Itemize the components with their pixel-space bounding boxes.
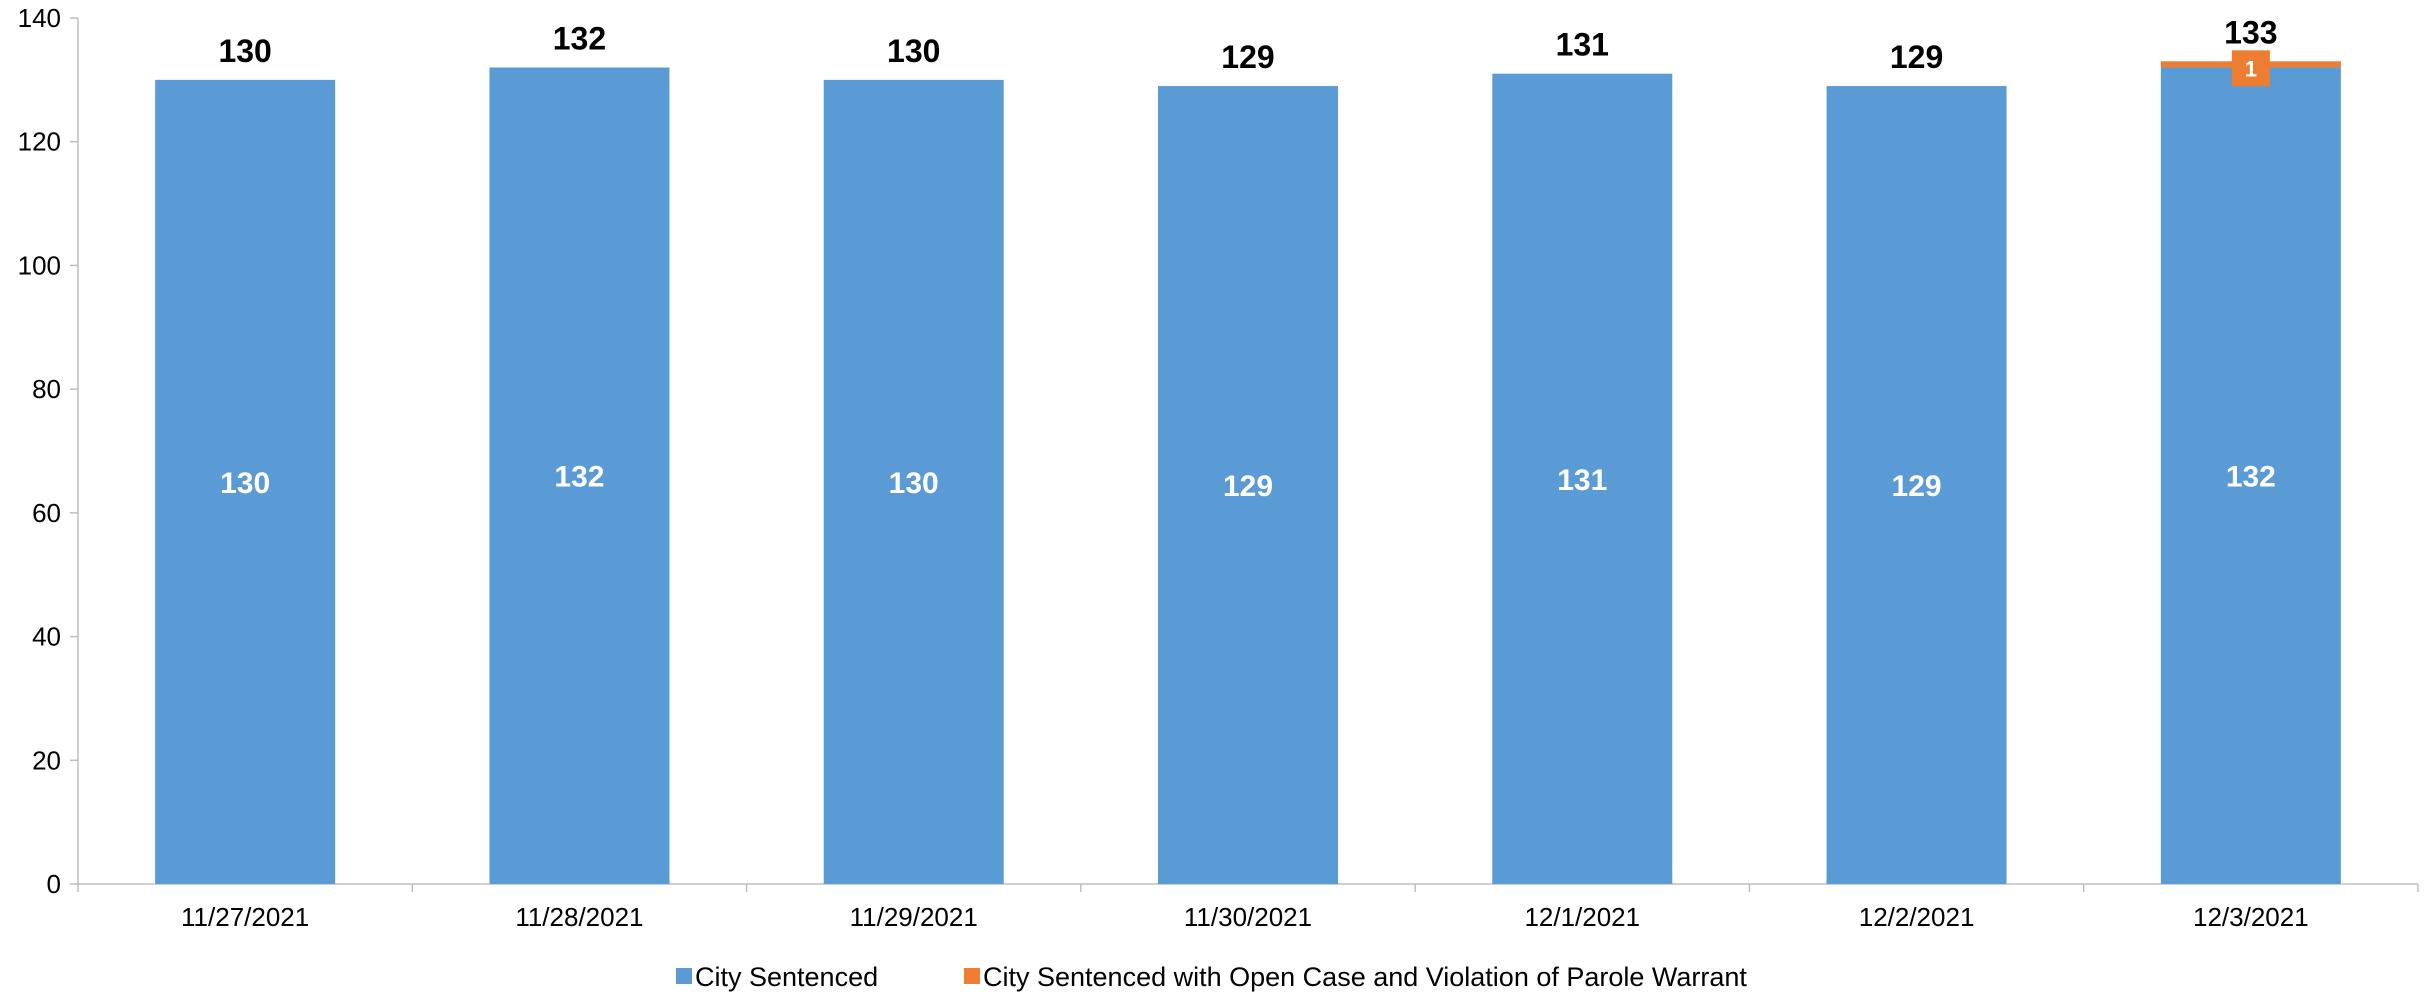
y-tick-label: 60 — [32, 498, 61, 528]
bar-city-sentenced — [1158, 86, 1338, 885]
data-label-city-sentenced: 131 — [1557, 464, 1607, 497]
data-label-city-sentenced: 132 — [554, 461, 604, 494]
data-label-open-case-vop: 1 — [2245, 56, 2257, 81]
data-label-city-sentenced: 129 — [1223, 470, 1273, 503]
y-tick-label: 20 — [32, 745, 61, 775]
x-tick-label: 11/29/2021 — [850, 902, 978, 932]
x-tick-label: 12/1/2021 — [1524, 902, 1640, 932]
legend-swatch-open-case-vop — [964, 968, 980, 984]
y-tick-label: 0 — [47, 869, 61, 899]
y-tick-label: 100 — [18, 250, 61, 280]
bar-city-sentenced — [2160, 67, 2341, 884]
bar-city-sentenced — [1492, 73, 1673, 884]
y-tick-label: 140 — [18, 3, 61, 33]
legend-label-city-sentenced: City Sentenced — [695, 962, 878, 992]
bars-layer — [155, 61, 2341, 885]
data-label-city-sentenced: 132 — [2226, 461, 2276, 494]
total-label: 132 — [553, 20, 606, 56]
bar-city-sentenced — [489, 67, 670, 884]
legend-label-open-case-vop: City Sentenced with Open Case and Violat… — [983, 962, 1747, 992]
legend-swatch-city-sentenced — [676, 968, 692, 984]
x-tick-label: 12/3/2021 — [2193, 902, 2309, 932]
bar-city-sentenced — [155, 79, 336, 885]
total-label: 129 — [1221, 39, 1274, 75]
data-label-box-open-case-vop — [2231, 50, 2270, 87]
x-tick-label: 12/2/2021 — [1859, 902, 1975, 932]
data-label-city-sentenced: 130 — [220, 467, 270, 500]
data-label-city-sentenced: 130 — [889, 467, 939, 500]
labels-layer: 130 130 132 132 130 130 129 129 131 131 129 129 1 132… — [218, 14, 2277, 503]
total-label: 130 — [218, 33, 271, 69]
legend: City Sentenced City Sentenced with Open C… — [676, 962, 1747, 992]
total-label: 129 — [1890, 39, 1943, 75]
x-tick-label: 11/27/2021 — [181, 902, 309, 932]
bar-city-sentenced — [1826, 86, 2007, 885]
y-tick-label: 80 — [32, 374, 61, 404]
y-tick-label: 120 — [18, 127, 61, 157]
total-label: 130 — [887, 33, 940, 69]
x-tick-label: 11/28/2021 — [515, 902, 643, 932]
data-label-city-sentenced: 129 — [1892, 470, 1942, 503]
bar-city-sentenced — [823, 79, 1004, 885]
y-tick-label: 40 — [32, 622, 61, 652]
total-label: 131 — [1556, 27, 1609, 63]
x-tick-label: 11/30/2021 — [1184, 902, 1312, 932]
total-label: 133 — [2224, 14, 2277, 50]
